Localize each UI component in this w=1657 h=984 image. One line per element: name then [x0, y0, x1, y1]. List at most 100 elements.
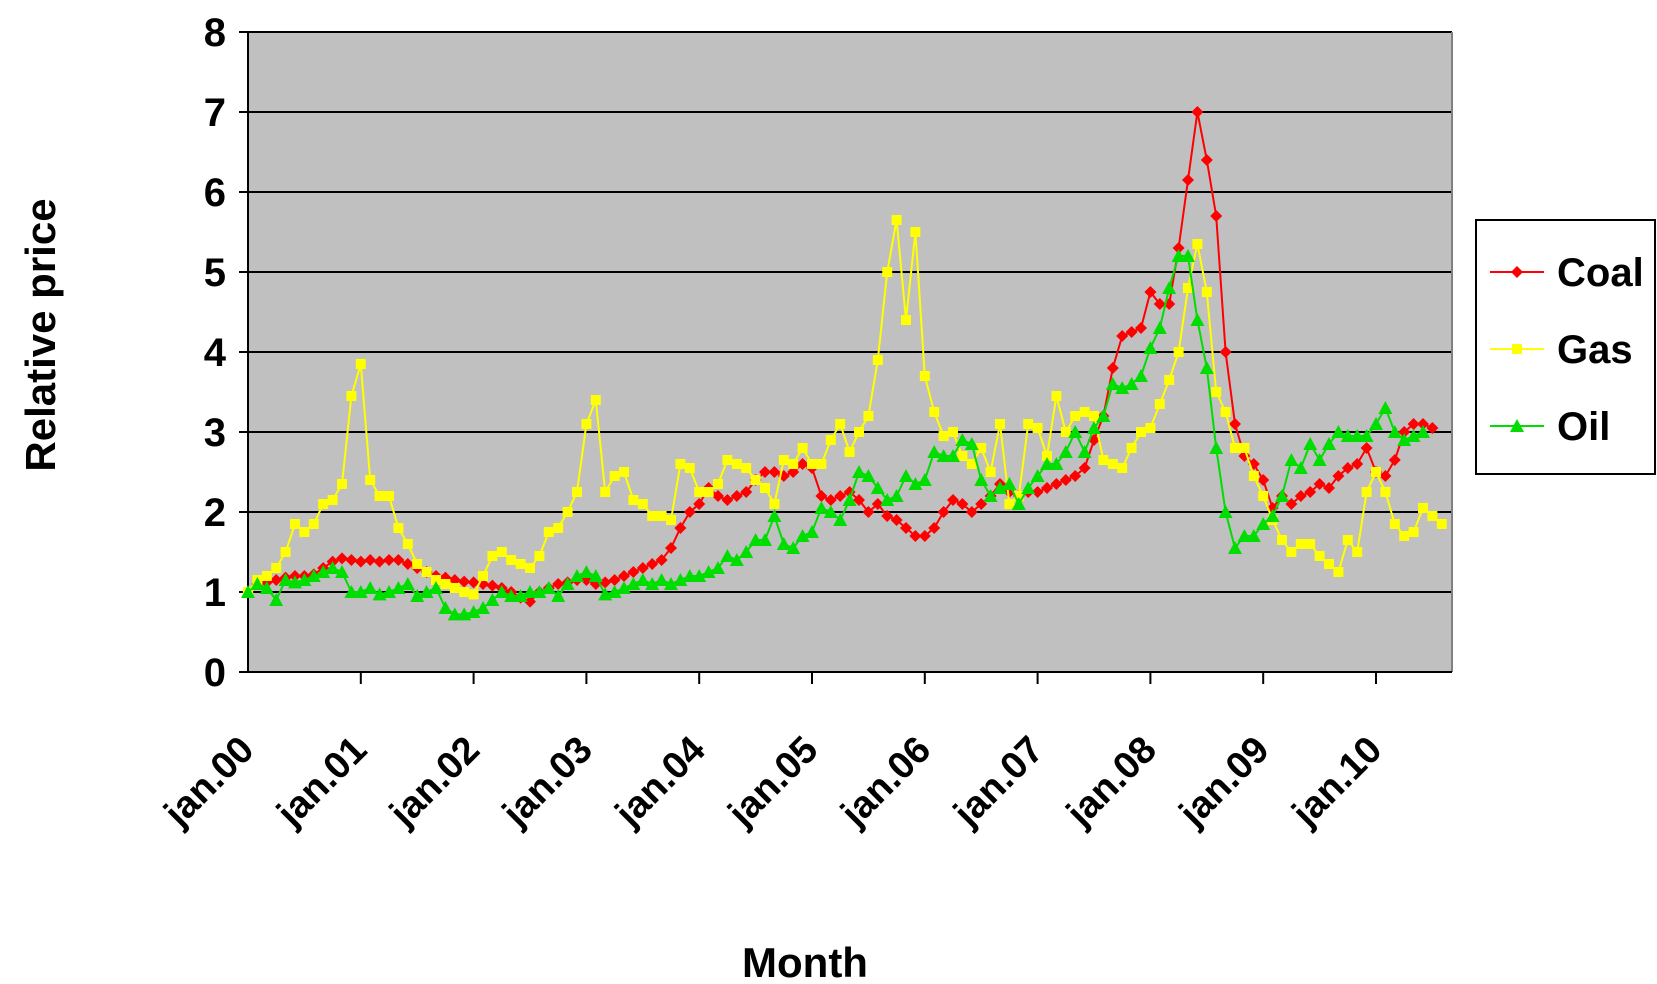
gas-point: [374, 491, 385, 501]
gas-point: [261, 571, 272, 581]
oil-point: [870, 481, 885, 494]
oil-point: [993, 481, 1007, 494]
coal-point: [909, 530, 922, 542]
coal-point: [1191, 106, 1204, 118]
gas-point: [553, 523, 564, 533]
gas-point: [619, 467, 629, 477]
oil-point: [946, 449, 960, 462]
oil-point: [570, 569, 584, 582]
gas-point: [1371, 467, 1381, 477]
gas-point: [440, 579, 451, 589]
gas-point: [1173, 347, 1184, 357]
oil-point: [1021, 481, 1036, 494]
coal-point: [965, 506, 978, 518]
gas-point: [525, 563, 535, 573]
legend-label: Coal: [1557, 251, 1644, 295]
gas-point: [1314, 551, 1325, 561]
coal-point: [1351, 458, 1364, 470]
coal-point: [618, 570, 630, 582]
oil-point: [833, 513, 848, 526]
oil-point: [1303, 437, 1318, 450]
coal-point: [928, 522, 941, 534]
gas-point: [1277, 535, 1287, 545]
coal-point: [1426, 422, 1439, 434]
coal-point: [1379, 470, 1392, 482]
gas-point: [703, 487, 714, 497]
gas-point: [1117, 463, 1128, 473]
gas-point: [1352, 547, 1363, 557]
coal-point: [1041, 482, 1053, 494]
oil-point: [1275, 489, 1289, 502]
coal-point: [1135, 322, 1147, 334]
gas-point: [1042, 451, 1052, 461]
oil-point: [476, 601, 490, 614]
coal-point: [900, 522, 912, 534]
legend-label: Oil: [1557, 405, 1610, 449]
oil-point: [1030, 469, 1045, 482]
coal-point: [1153, 298, 1166, 310]
gas-point: [1023, 419, 1034, 429]
gas-point: [919, 371, 930, 381]
gas-point: [572, 487, 582, 497]
x-tick-label: jan.09: [1171, 729, 1278, 836]
oil-point: [673, 573, 688, 586]
coal-point: [721, 494, 734, 506]
coal-point: [1125, 326, 1138, 338]
oil-point: [1387, 425, 1402, 438]
gas-point: [929, 407, 940, 417]
gas-point: [628, 495, 639, 505]
oil-point: [1369, 417, 1383, 430]
oil-point: [795, 529, 810, 542]
oil-point: [1068, 425, 1083, 438]
oil-point: [1350, 429, 1365, 442]
gas-point: [327, 495, 338, 505]
coal-point: [834, 490, 847, 502]
coal-point: [1182, 174, 1194, 186]
y-tick-label: 3: [204, 411, 226, 455]
coal-point: [1407, 418, 1420, 430]
oil-point: [382, 585, 396, 598]
x-tick-label: jan.00: [156, 729, 263, 836]
coal-point: [871, 498, 884, 510]
x-tick-label: jan.01: [269, 729, 376, 836]
oil-point: [325, 561, 340, 574]
y-tick-label: 0: [204, 651, 226, 695]
coal-point: [1210, 210, 1223, 222]
oil-point: [664, 577, 678, 590]
oil-point: [852, 465, 866, 478]
gas-point: [1004, 499, 1015, 509]
y-tick-label: 2: [204, 491, 226, 535]
oil-point: [438, 601, 453, 614]
y-tick-label: 5: [204, 251, 226, 295]
gas-point: [402, 539, 413, 549]
coal-point: [354, 555, 367, 568]
gas-point: [1418, 503, 1428, 513]
oil-point: [1058, 445, 1073, 458]
gas-point: [1248, 471, 1259, 481]
coal-point: [1219, 346, 1232, 358]
gas-point: [412, 559, 423, 569]
oil-point: [1105, 377, 1120, 390]
oil-point: [532, 585, 547, 598]
gas-point: [948, 427, 958, 437]
oil-point: [1002, 477, 1017, 490]
coal-point: [796, 458, 809, 470]
oil-point: [1322, 437, 1336, 450]
gas-point: [590, 395, 601, 405]
oil-point: [485, 593, 500, 606]
coal-point: [1050, 478, 1063, 490]
gas-point: [1183, 283, 1193, 293]
gas-point: [1098, 455, 1109, 465]
gas-point: [384, 491, 394, 501]
oil-point: [645, 577, 660, 590]
gas-point: [910, 227, 921, 237]
oil-point: [739, 545, 754, 558]
gas-point: [675, 459, 686, 469]
x-axis-title: Month: [742, 939, 868, 984]
oil-point: [1397, 433, 1412, 446]
oil-point: [786, 541, 801, 554]
gas-point: [731, 459, 742, 469]
gas-point: [882, 267, 893, 277]
gas-point: [788, 459, 799, 469]
x-tick-label: jan.03: [494, 729, 601, 836]
